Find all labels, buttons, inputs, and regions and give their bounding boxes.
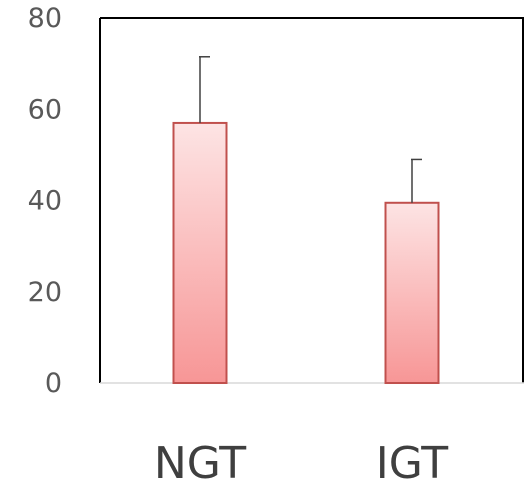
category-labels: NGT IGT xyxy=(154,438,448,484)
bars-group xyxy=(172,121,440,384)
y-tick-label: 80 xyxy=(28,3,62,34)
error-bars-group xyxy=(199,56,422,203)
y-tick-label: 0 xyxy=(45,368,62,399)
bar-igt xyxy=(384,201,440,384)
y-tick-labels: 0 20 40 60 80 xyxy=(28,3,62,399)
y-tick-label: 60 xyxy=(28,94,62,125)
category-label-ngt: NGT xyxy=(154,438,246,484)
y-tick-label: 20 xyxy=(28,277,62,308)
category-label-igt: IGT xyxy=(376,438,449,484)
bar-ngt xyxy=(172,121,228,384)
y-tick-label: 40 xyxy=(28,186,62,217)
